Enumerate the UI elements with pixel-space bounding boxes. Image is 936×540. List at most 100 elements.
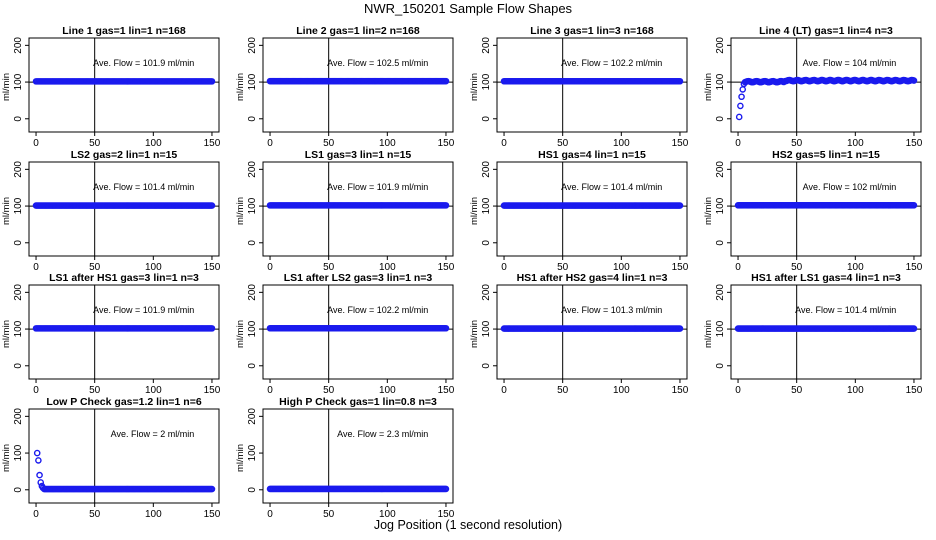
x-tick-label: 0 [501, 138, 507, 149]
panel-title: HS1 gas=4 lin=1 n=15 [538, 149, 646, 161]
y-axis-label: ml/min [235, 197, 246, 225]
x-tick-label: 0 [735, 262, 741, 273]
x-tick-label: 150 [906, 138, 923, 149]
y-tick-label: 0 [481, 116, 492, 122]
panel-title: LS2 gas=2 lin=1 n=15 [71, 149, 178, 161]
data-point [910, 77, 918, 84]
flow-annotation: Ave. Flow = 101.9 ml/min [93, 305, 194, 315]
data-point [676, 202, 684, 209]
y-tick-label: 0 [247, 116, 258, 122]
x-tick-label: 150 [438, 138, 455, 149]
y-axis-label: ml/min [235, 444, 246, 472]
flow-annotation: Ave. Flow = 104 ml/min [803, 58, 897, 68]
flow-annotation: Ave. Flow = 102.5 ml/min [327, 58, 428, 68]
y-tick-label: 200 [481, 161, 492, 178]
panel-4: Line 4 (LT) gas=1 lin=4 n=3 0 50 100 150 0 100… [703, 25, 923, 149]
data-point [676, 77, 684, 85]
y-axis-label: ml/min [1, 73, 12, 101]
plot-frame [496, 37, 688, 133]
y-tick-label: 100 [247, 444, 258, 461]
data-point [37, 479, 45, 486]
plot-frame [730, 37, 922, 133]
data-point [738, 93, 745, 101]
y-tick-label: 100 [247, 73, 258, 90]
y-tick-label: 100 [13, 197, 24, 214]
x-tick-label: 0 [33, 509, 39, 520]
y-tick-label: 100 [715, 197, 726, 214]
x-tick-label: 50 [323, 385, 335, 396]
y-axis-label: ml/min [703, 320, 714, 348]
y-tick-label: 0 [481, 240, 492, 246]
panel-title: Low P Check gas=1.2 lin=1 n=6 [46, 396, 201, 408]
x-tick-label: 100 [379, 509, 396, 520]
panel-title: HS1 after LS1 gas=4 lin=1 n=3 [751, 272, 901, 284]
flow-annotation: Ave. Flow = 2.3 ml/min [337, 429, 428, 439]
flow-annotation: Ave. Flow = 102 ml/min [803, 182, 897, 192]
flow-annotation: Ave. Flow = 101.4 ml/min [93, 182, 194, 192]
y-tick-label: 200 [715, 161, 726, 178]
x-tick-label: 50 [791, 262, 803, 273]
y-tick-label: 100 [13, 320, 24, 337]
data-point [208, 78, 216, 85]
y-tick-label: 100 [715, 320, 726, 337]
y-axis-label: ml/min [1, 444, 12, 472]
y-tick-label: 200 [247, 37, 258, 54]
x-tick-label: 50 [89, 262, 101, 273]
x-tick-label: 100 [379, 262, 396, 273]
y-tick-label: 0 [13, 240, 24, 246]
x-tick-label: 100 [145, 138, 162, 149]
page-title: NWR_150201 Sample Flow Shapes [363, 1, 573, 16]
x-tick-label: 0 [267, 138, 273, 149]
panel-title: LS1 after LS2 gas=3 lin=1 n=3 [284, 272, 433, 284]
x-tick-label: 50 [557, 385, 569, 396]
panel-10: LS1 after LS2 gas=3 lin=1 n=3 0 50 100 150 0 1… [235, 272, 455, 396]
panel-12: HS1 after LS1 gas=4 lin=1 n=3 0 50 100 150 0 1… [703, 272, 923, 396]
y-tick-label: 0 [247, 363, 258, 369]
data-point [442, 485, 450, 493]
plot-frame [496, 161, 688, 257]
x-tick-label: 0 [33, 385, 39, 396]
y-tick-label: 0 [13, 363, 24, 369]
panel-title: LS1 gas=3 lin=1 n=15 [305, 149, 412, 161]
panel-6: LS1 gas=3 lin=1 n=15 0 50 100 150 0 100 200 ml/m… [235, 149, 455, 273]
x-tick-label: 100 [613, 385, 630, 396]
x-tick-label: 50 [557, 138, 569, 149]
panel-title: Line 3 gas=1 lin=3 n=168 [530, 25, 654, 37]
x-tick-label: 150 [672, 262, 689, 273]
x-tick-label: 0 [33, 138, 39, 149]
x-tick-label: 0 [735, 385, 741, 396]
x-tick-label: 150 [438, 509, 455, 520]
flow-annotation: Ave. Flow = 102.2 ml/min [561, 58, 662, 68]
y-axis-label: ml/min [235, 320, 246, 348]
panel-8: HS2 gas=5 lin=1 n=15 0 50 100 150 0 100 200 ml/m… [703, 149, 923, 273]
data-point [208, 202, 216, 209]
x-tick-label: 50 [323, 509, 335, 520]
data-point [910, 325, 918, 332]
y-tick-label: 200 [13, 284, 24, 301]
x-tick-label: 0 [501, 385, 507, 396]
flow-annotation: Ave. Flow = 101.4 ml/min [795, 305, 896, 315]
y-axis-label: ml/min [469, 320, 480, 348]
x-tick-label: 100 [613, 262, 630, 273]
x-tick-label: 150 [672, 138, 689, 149]
x-tick-label: 50 [89, 385, 101, 396]
data-point [36, 471, 43, 479]
y-tick-label: 200 [13, 37, 24, 54]
x-tick-label: 100 [847, 262, 864, 273]
data-point [442, 202, 450, 209]
plot-frame [28, 37, 220, 133]
y-tick-label: 0 [715, 116, 726, 122]
x-tick-label: 0 [267, 509, 273, 520]
y-axis-label: ml/min [1, 320, 12, 348]
y-tick-label: 0 [247, 487, 258, 493]
x-tick-label: 50 [791, 138, 803, 149]
data-point [910, 202, 918, 209]
x-tick-label: 50 [791, 385, 803, 396]
data-point [739, 86, 747, 93]
plot-frame [262, 284, 454, 380]
flow-annotation: Ave. Flow = 2 ml/min [111, 429, 195, 439]
x-tick-label: 0 [33, 262, 39, 273]
panel-9: LS1 after HS1 gas=3 lin=1 n=3 0 50 100 150 0 1… [1, 272, 221, 396]
x-tick-label: 150 [906, 262, 923, 273]
